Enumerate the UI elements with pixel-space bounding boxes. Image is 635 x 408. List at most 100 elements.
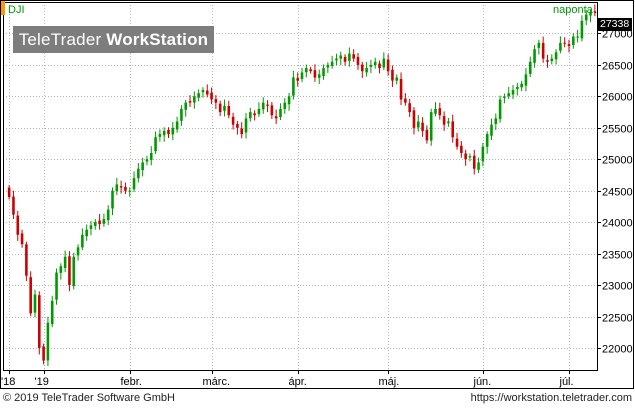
candle-body: [205, 90, 209, 95]
candle-body: [395, 77, 399, 81]
candle-body: [348, 53, 351, 61]
candle: [361, 61, 364, 78]
candle-body: [373, 61, 377, 66]
candle: [29, 271, 32, 317]
candle: [576, 29, 579, 43]
candle-body: [399, 78, 403, 100]
candle-body: [404, 98, 407, 103]
candle-body: [460, 145, 463, 153]
y-tick-label: 26000: [602, 92, 633, 104]
candle: [524, 68, 528, 92]
candle-body: [102, 219, 106, 224]
candle-body: [218, 103, 222, 113]
candle-body: [365, 68, 368, 73]
candle-body: [76, 247, 80, 256]
candle-body: [313, 70, 317, 78]
candle-body: [29, 277, 32, 314]
candle: [395, 74, 399, 85]
candle-body: [184, 102, 188, 110]
candle-body: [330, 61, 334, 66]
candle: [270, 102, 274, 119]
candle: [460, 141, 463, 158]
candle: [205, 84, 209, 98]
candle: [322, 64, 325, 80]
candle-body: [63, 256, 67, 269]
candle-body: [111, 190, 114, 209]
candle-body: [352, 54, 355, 59]
candle-body: [72, 256, 76, 287]
candle: [68, 251, 71, 292]
candle: [391, 65, 394, 87]
candle-body: [145, 159, 149, 162]
candle-body: [257, 108, 261, 115]
candle: [546, 54, 549, 68]
candle: [494, 113, 498, 131]
candle: [253, 110, 256, 121]
candle-body: [162, 130, 166, 136]
x-tick-label: '18: [1, 376, 15, 388]
last-price-tag: 27338: [598, 18, 632, 31]
candle: [330, 55, 334, 69]
candle-body: [81, 234, 84, 248]
candle-body: [33, 294, 37, 313]
candle-body: [93, 222, 97, 226]
candle-body: [59, 266, 63, 273]
candle: [98, 213, 101, 230]
candle: [339, 51, 343, 66]
candle: [520, 80, 523, 92]
candle: [369, 59, 373, 73]
candle: [137, 163, 140, 183]
candle: [386, 54, 390, 76]
candle-body: [244, 118, 248, 133]
candle: [429, 108, 433, 146]
candle-body: [89, 225, 93, 229]
candle-body: [382, 58, 386, 68]
candle-body: [386, 59, 390, 72]
candle-body: [468, 156, 472, 158]
candle: [218, 100, 222, 116]
candle-body: [503, 96, 506, 98]
candle-body: [567, 44, 571, 47]
candle-body: [408, 103, 411, 113]
candle-body: [442, 116, 446, 125]
candle-body: [42, 346, 45, 361]
candle-body: [201, 90, 205, 93]
candle-body: [326, 64, 330, 68]
candle: [567, 39, 571, 53]
candlestick-series: [7, 4, 597, 367]
candle: [373, 57, 377, 69]
candle-body: [171, 127, 175, 135]
candle: [498, 95, 502, 123]
candle-body: [455, 138, 459, 147]
y-tick-label: 27000: [602, 29, 633, 41]
candle-body: [292, 77, 295, 96]
candle: [434, 102, 437, 117]
candle-body: [589, 12, 592, 16]
candle-body: [416, 121, 420, 128]
candle: [490, 118, 493, 141]
workstation-logo: TeleTrader WorkStation: [13, 26, 214, 53]
candle: [481, 142, 485, 167]
candle: [292, 70, 295, 100]
candle: [421, 117, 424, 137]
candle: [382, 52, 386, 71]
candle: [472, 149, 476, 175]
candle: [399, 72, 403, 106]
candle-body: [55, 272, 58, 300]
candle: [468, 153, 472, 162]
candle: [42, 343, 45, 365]
x-tick-label: '19: [35, 376, 49, 388]
logo-bold: WorkStation: [106, 30, 209, 49]
candle-body: [240, 128, 243, 135]
candle-body: [494, 118, 498, 124]
candle: [537, 39, 541, 55]
candle: [50, 295, 54, 328]
candle: [550, 54, 554, 65]
footer-url: https://workstation.teletrader.com: [470, 392, 632, 404]
candle-body: [158, 134, 162, 137]
candle-body: [261, 102, 265, 110]
candle-body: [279, 108, 282, 118]
candle: [356, 52, 360, 70]
candle: [313, 64, 317, 82]
